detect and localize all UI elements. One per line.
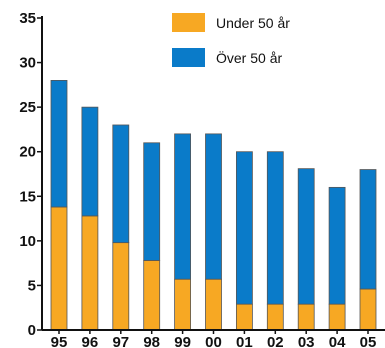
bar-under-50-96: [81, 215, 99, 331]
x-tick-label: 98: [143, 334, 160, 348]
bar-over-50-02: [266, 151, 284, 305]
bar-under-50-95: [50, 206, 68, 331]
x-tick-label: 03: [298, 334, 315, 348]
x-tick-label: 00: [205, 334, 222, 348]
y-tick-label: 35: [19, 10, 36, 27]
bar-over-50-97: [112, 124, 130, 244]
bar-over-50-03: [297, 168, 315, 305]
legend: Under 50 år Över 50 år: [172, 13, 290, 67]
y-tick-label: 30: [19, 55, 36, 72]
bar-over-50-04: [328, 186, 346, 305]
bar-over-50-01: [235, 151, 253, 305]
legend-swatch-over-50: [172, 48, 205, 67]
legend-label-over-50: Över 50 år: [216, 49, 282, 66]
bar-under-50-00: [205, 278, 222, 331]
x-tick-label: 95: [51, 334, 68, 348]
legend-label-under-50: Under 50 år: [216, 15, 290, 31]
bar-under-50-98: [143, 260, 161, 331]
x-tick-label: 01: [236, 334, 253, 348]
y-tick-label: 10: [19, 233, 36, 250]
x-tick-label: 05: [360, 334, 377, 348]
bar-over-50-95: [50, 80, 68, 208]
bar-over-50-96: [81, 106, 99, 217]
y-tick-label: 20: [19, 144, 36, 161]
bar-under-50-04: [328, 303, 346, 331]
bar-under-50-01: [235, 303, 253, 331]
x-tick-label: 02: [267, 334, 284, 348]
bar-under-50-03: [297, 303, 315, 331]
bar-under-50-05: [359, 288, 377, 331]
x-tick-label: 04: [329, 334, 346, 348]
bar-over-50-00: [205, 133, 222, 280]
bars-layer: [50, 80, 377, 331]
bar-over-50-98: [143, 142, 161, 261]
bar-under-50-97: [112, 242, 130, 331]
x-tick-label: 97: [112, 334, 129, 348]
legend-swatch-under-50: [172, 13, 205, 32]
y-tick-label: 5: [28, 277, 36, 294]
x-tick-label: 99: [174, 334, 191, 348]
y-tick-label: 15: [19, 188, 36, 205]
bar-over-50-05: [359, 169, 377, 290]
bar-under-50-99: [174, 278, 192, 331]
bar-under-50-02: [266, 303, 284, 331]
y-tick-label: 25: [19, 99, 36, 116]
x-tick-label: 96: [82, 334, 99, 348]
bar-over-50-99: [174, 133, 192, 280]
y-tick-label: 0: [28, 322, 36, 339]
